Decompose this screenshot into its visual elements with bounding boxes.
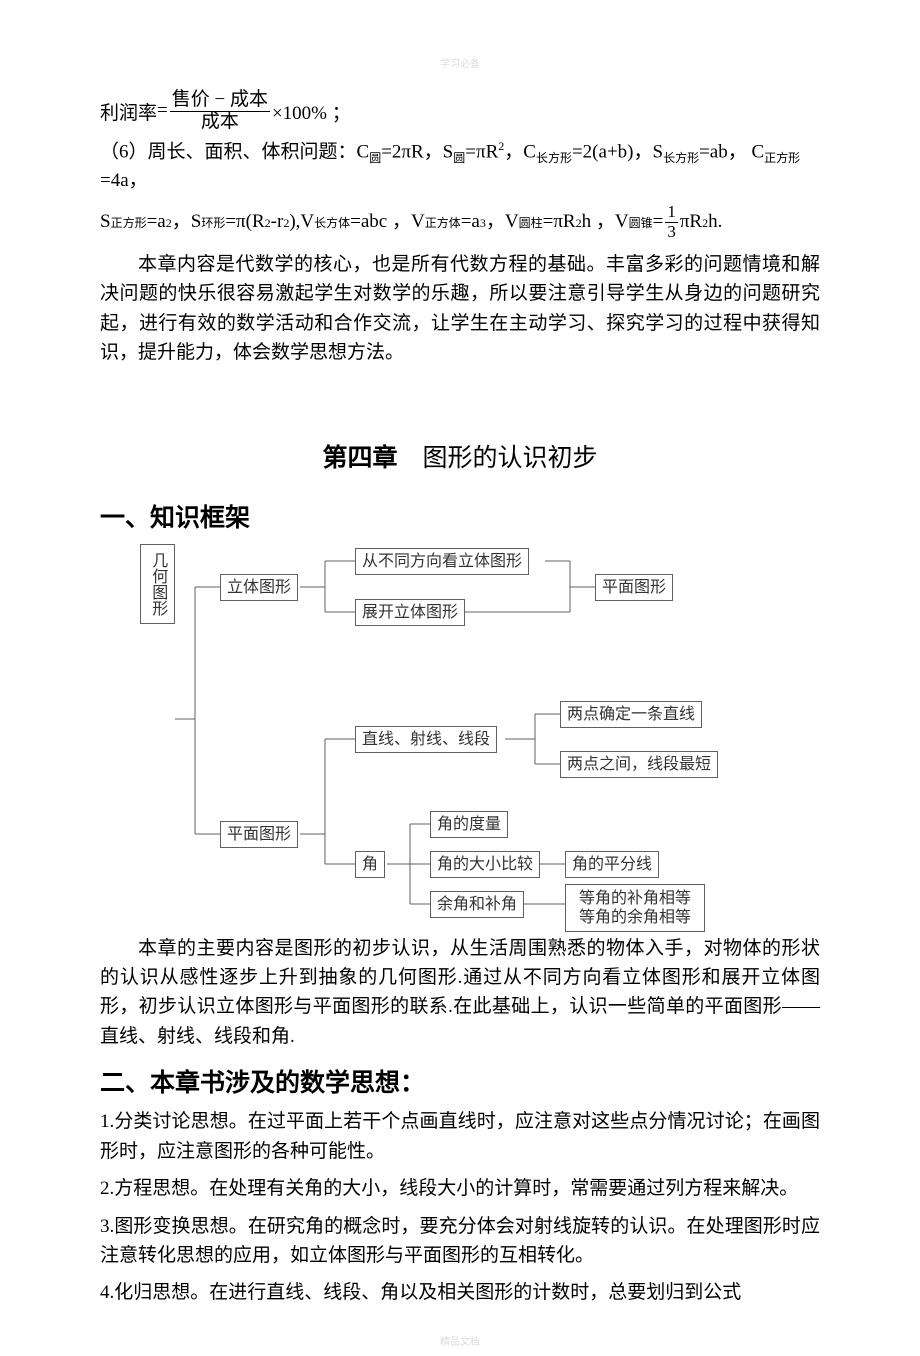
chapter-title: 第四章 图形的认识初步 — [100, 438, 820, 474]
section-heading-2: 二、本章书涉及的数学思想： — [100, 1063, 820, 1099]
node-lines: 直线、射线、线段 — [355, 726, 497, 754]
node-root: 几何图形 — [140, 544, 175, 624]
node-plane: 平面图形 — [220, 821, 298, 849]
node-view3d: 从不同方向看立体图形 — [355, 548, 529, 576]
eq: = — [157, 100, 168, 122]
node-angle-measure: 角的度量 — [430, 811, 508, 839]
node-to-plane: 平面图形 — [595, 574, 673, 602]
chapter-number: 第四章 — [322, 444, 397, 472]
numerator: 售价 − 成本 — [170, 90, 270, 112]
node-comp-supp: 余角和补角 — [430, 891, 524, 919]
node-2pt-short: 两点之间，线段最短 — [560, 751, 718, 779]
label: 利润率 — [100, 98, 157, 125]
geometry-formula-line-1b: =4a， — [100, 167, 820, 196]
chapter-name: 图形的认识初步 — [398, 445, 598, 472]
denominator: 成本 — [199, 112, 241, 133]
node-angle: 角 — [355, 851, 385, 879]
fraction: 售价 − 成本 成本 — [170, 90, 270, 133]
node-2pt-line: 两点确定一条直线 — [560, 701, 702, 729]
geometry-formula-line-1: （6）周长、面积、体积问题：C圆=2πR，S圆=πR2，C长方形=2(a+b)，… — [100, 137, 820, 167]
node-solid: 立体图形 — [220, 574, 298, 602]
section-heading-1: 一、知识框架 — [100, 498, 820, 534]
node-bisector: 角的平分线 — [565, 851, 659, 879]
geometry-formula-line-2: S正方形=a2，S环形=π(R2-r2),V长方体=abc ，V正方体=a3，V… — [100, 203, 820, 241]
node-unfold: 展开立体图形 — [355, 599, 465, 627]
watermark-top: 学习必备 — [440, 55, 480, 70]
node-equal-angles: 等角的补角相等 等角的余角相等 — [565, 884, 705, 932]
list-item-3: 3.图形变换思想。在研究角的概念时，要充分体会对射线旋转的认识。在处理图形时应注… — [100, 1212, 820, 1271]
paragraph-summary-2: 本章的主要内容是图形的初步认识，从生活周围熟悉的物体入手，对物体的形状的认识从感… — [100, 934, 820, 1052]
knowledge-diagram: 几何图形 立体图形 从不同方向看立体图形 展开立体图形 平面图形 平面图形 直线… — [140, 544, 820, 924]
suffix: ×100% ； — [272, 98, 351, 125]
list-item-2: 2.方程思想。在处理有关角的大小，线段大小的计算时，常需要通过列方程来解决。 — [100, 1174, 820, 1203]
paragraph-summary-1: 本章内容是代数学的核心，也是所有代数方程的基础。丰富多彩的问题情境和解决问题的快… — [100, 250, 820, 368]
profit-formula: 利润率 = 售价 − 成本 成本 ×100% ； — [100, 90, 820, 133]
list-item-1: 1.分类讨论思想。在过平面上若干个点画直线时，应注意对这些点分情况讨论；在画图形… — [100, 1107, 820, 1166]
node-angle-compare: 角的大小比较 — [430, 851, 540, 879]
document-page: 学习必备 利润率 = 售价 − 成本 成本 ×100% ； （6）周长、面积、体… — [0, 0, 920, 1356]
watermark-bottom: 精品文档 — [440, 1333, 480, 1348]
list-item-4: 4.化归思想。在进行直线、线段、角以及相关图形的计数时，总要划归到公式 — [100, 1278, 820, 1307]
